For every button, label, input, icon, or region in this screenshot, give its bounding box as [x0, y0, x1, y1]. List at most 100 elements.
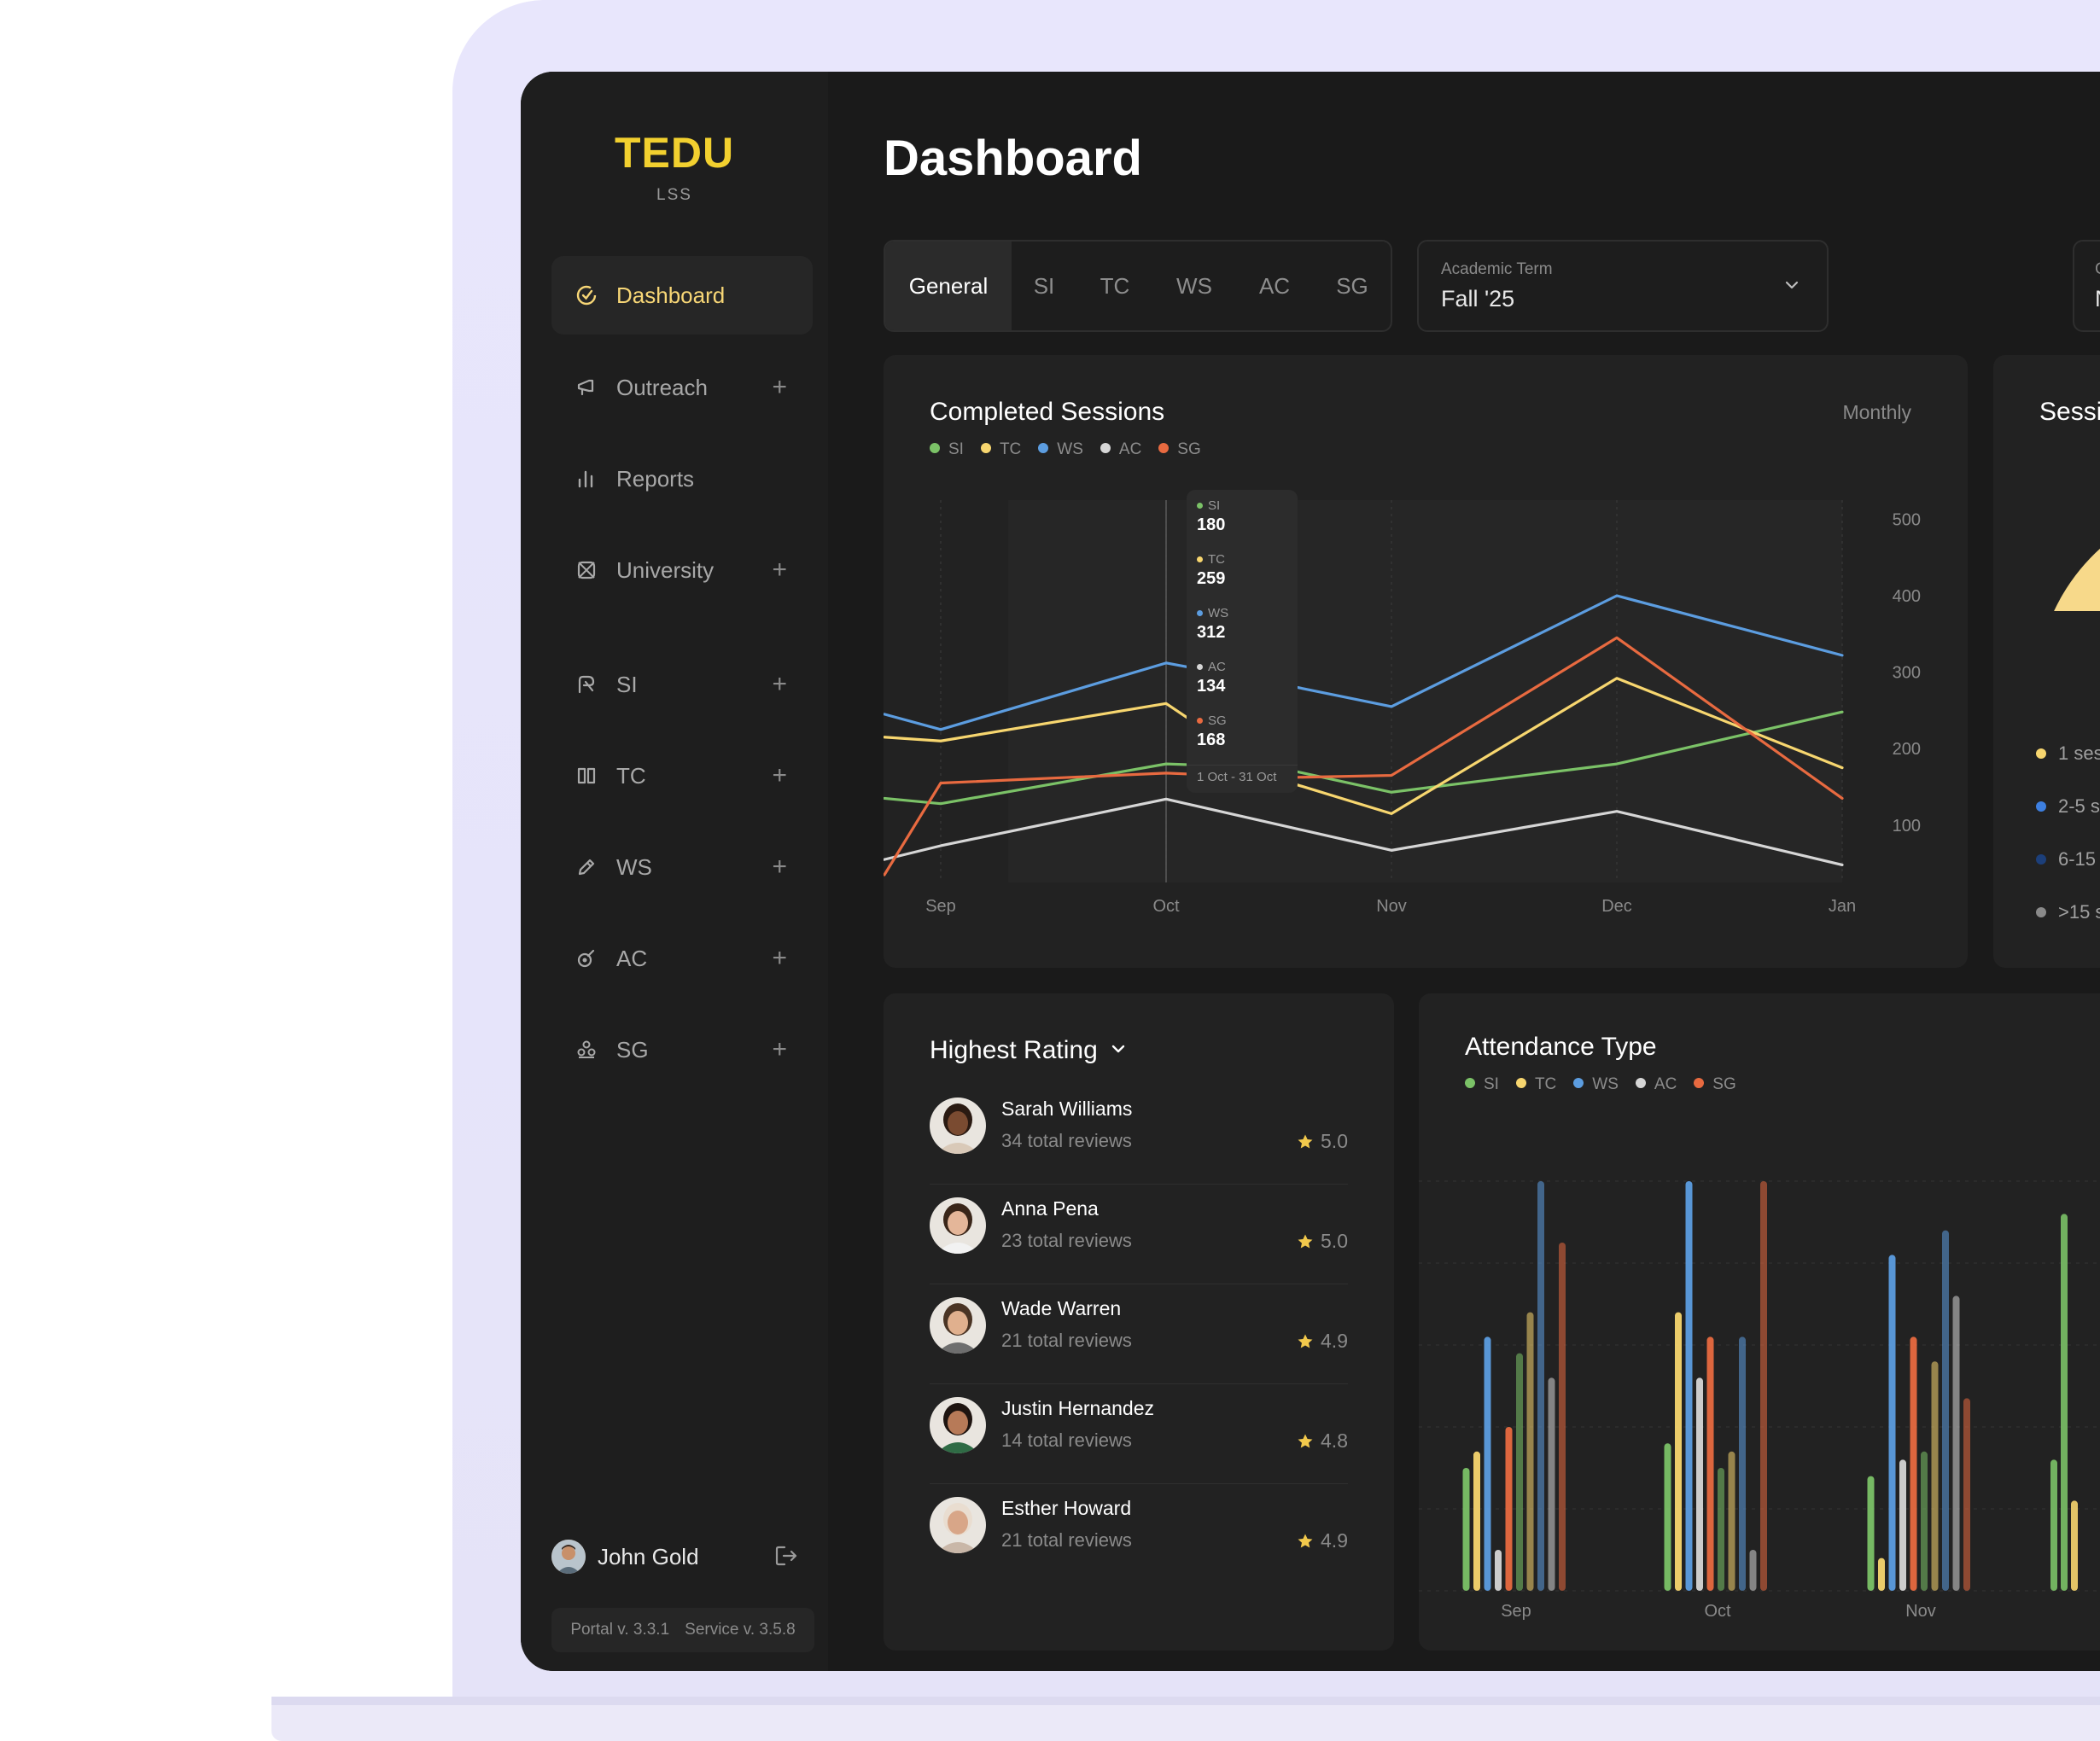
logout-icon[interactable]: [773, 1543, 799, 1573]
sidebar-item-tc[interactable]: TC +: [551, 737, 813, 815]
expand-plus-icon[interactable]: +: [772, 761, 787, 789]
expand-plus-icon[interactable]: +: [772, 670, 787, 698]
star-icon: [1298, 1134, 1313, 1148]
card-title: Sessi: [2039, 398, 2100, 426]
tab-general[interactable]: General: [885, 242, 1012, 330]
bar-chart-legend: SI TC WS AC SG: [1465, 1075, 1736, 1094]
y-tick-label: 100: [1893, 817, 1921, 836]
sessions-donut-chart: [2054, 548, 2100, 611]
sidebar-item-ac[interactable]: AC +: [551, 919, 813, 998]
rating-score: 4.9: [1297, 1529, 1348, 1552]
legend-item-ws: WS: [1038, 440, 1083, 459]
rating-score: 4.9: [1297, 1330, 1348, 1353]
sidebar-item-label: University: [616, 556, 715, 583]
term-label: Academic Term: [1441, 260, 1553, 278]
sidebar-item-sg[interactable]: SG +: [551, 1010, 813, 1089]
bar-si: [1718, 1468, 1724, 1591]
legend-item-2-5-sessions: 2-5 s: [2036, 795, 2100, 818]
sidebar-item-label: SI: [616, 671, 638, 697]
rating-score: 5.0: [1297, 1230, 1348, 1253]
rating-value: 5.0: [1321, 1230, 1348, 1252]
attendance-bar-chart: Sep Oct Nov: [1419, 1180, 2100, 1621]
sidebar-item-label: Dashboard: [616, 282, 726, 308]
si-icon: [574, 672, 599, 697]
rating-list-item[interactable]: Anna Pena 23 total reviews 5.0: [930, 1185, 1348, 1284]
bar-ws: [1537, 1181, 1544, 1591]
megaphone-icon: [574, 375, 599, 400]
star-icon: [1298, 1534, 1313, 1547]
user-profile[interactable]: John Gold: [551, 1531, 816, 1582]
review-count: 21 total reviews: [1001, 1529, 1132, 1551]
sessions-card: Sessi 1 ses 2-5 s 6-15 >15 s: [1993, 355, 2100, 968]
app-logo[interactable]: TEDU: [614, 129, 735, 177]
rating-list-item[interactable]: Sarah Williams 34 total reviews 5.0: [930, 1086, 1348, 1185]
sidebar-item-university[interactable]: University +: [551, 531, 813, 609]
review-count: 34 total reviews: [1001, 1130, 1132, 1151]
bar-chart-icon: [574, 466, 599, 492]
bar-si: [1462, 1468, 1470, 1591]
filter-label: C: [2095, 260, 2100, 279]
avatar: [930, 1397, 986, 1453]
tooltip-series-value: 312: [1197, 623, 1226, 642]
expand-plus-icon[interactable]: +: [772, 1035, 787, 1063]
expand-plus-icon[interactable]: +: [772, 556, 787, 584]
sidebar-item-label: SG: [616, 1036, 649, 1063]
legend-item-tc: TC: [1515, 1075, 1556, 1094]
period-selector[interactable]: Monthly: [1842, 401, 1911, 423]
tab-si[interactable]: SI: [1033, 272, 1055, 299]
academic-term-select[interactable]: Academic Term Fall '25: [1417, 240, 1829, 332]
tab-ac[interactable]: AC: [1258, 272, 1291, 299]
rating-value: 5.0: [1321, 1130, 1348, 1152]
sidebar-item-label: WS: [616, 853, 652, 880]
bar-sg: [1505, 1427, 1513, 1591]
x-tick-label: Dec: [1601, 897, 1632, 916]
series-line-ac: [884, 797, 1844, 866]
bar-ws: [1685, 1181, 1693, 1591]
expand-plus-icon[interactable]: +: [772, 373, 787, 401]
legend-item-tc: TC: [980, 440, 1021, 459]
sidebar-item-dashboard[interactable]: Dashboard: [551, 256, 813, 335]
bar-ac: [1548, 1377, 1555, 1591]
tooltip-series-value: 134: [1197, 677, 1226, 696]
tab-ws[interactable]: WS: [1176, 272, 1212, 299]
tooltip-series-label: TC: [1197, 552, 1225, 567]
tooltip-divider: [1187, 765, 1298, 766]
expand-plus-icon[interactable]: +: [772, 853, 787, 881]
tooltip-series-label: SG: [1197, 713, 1227, 728]
tab-tc[interactable]: TC: [1100, 272, 1130, 299]
review-count: 23 total reviews: [1001, 1230, 1132, 1251]
tooltip-series-label: AC: [1197, 660, 1226, 674]
laptop-base-edge: [271, 1697, 2100, 1705]
category-tabs: General SI TC WS AC SG: [884, 240, 1392, 332]
bar-si: [1664, 1443, 1671, 1591]
gauge-icon: [574, 282, 599, 308]
line-chart-legend: SI TC WS AC SG: [930, 440, 1201, 459]
y-tick-label: 500: [1893, 510, 1921, 529]
divider: [930, 1184, 1348, 1185]
highest-rating-dropdown[interactable]: Highest Rating: [930, 1036, 1127, 1065]
highest-rating-card: Highest Rating Sarah Williams 34 total re…: [884, 993, 1394, 1651]
secondary-filter-select[interactable]: C N: [2073, 240, 2100, 332]
bar-sg: [1559, 1243, 1566, 1591]
rating-list-item[interactable]: Esther Howard 21 total reviews 4.9: [930, 1485, 1348, 1584]
sidebar-item-ws[interactable]: WS +: [551, 828, 813, 906]
rating-list-item[interactable]: Justin Hernandez 14 total reviews 4.8: [930, 1385, 1348, 1484]
sidebar-item-outreach[interactable]: Outreach +: [551, 348, 813, 427]
divider: [930, 1483, 1348, 1484]
sidebar-item-si[interactable]: SI +: [551, 645, 813, 724]
bar-sg: [1910, 1336, 1917, 1591]
bar-partial: [2071, 1500, 2078, 1591]
expand-plus-icon[interactable]: +: [772, 944, 787, 972]
tab-sg[interactable]: SG: [1336, 272, 1368, 299]
reviewer-name: Justin Hernandez: [1001, 1397, 1154, 1419]
legend-item-sg: SG: [1694, 1075, 1736, 1094]
page-title: Dashboard: [884, 131, 1142, 186]
avatar: [551, 1540, 586, 1574]
sidebar-item-reports[interactable]: Reports: [551, 440, 813, 518]
divider: [930, 1383, 1348, 1384]
bar-si: [1867, 1476, 1875, 1591]
bar-tc: [1878, 1558, 1885, 1591]
rating-list-item[interactable]: Wade Warren 21 total reviews 4.9: [930, 1285, 1348, 1384]
bar-ac: [1899, 1459, 1906, 1591]
sidebar-item-label: TC: [616, 762, 646, 789]
